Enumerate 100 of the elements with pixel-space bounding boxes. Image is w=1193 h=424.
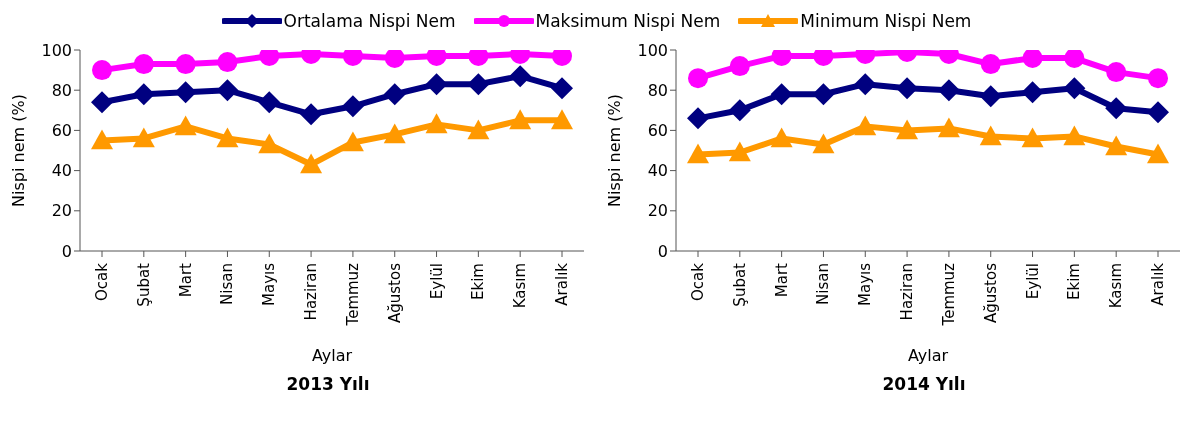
x-tick-label: Ocak [93,262,111,301]
point [217,52,238,73]
point [1148,68,1168,89]
x-tick-label: Kasım [1107,263,1126,309]
point [854,115,877,136]
point [728,141,751,162]
point [1147,101,1169,124]
legend-label: Minimum Nispi Nem [800,11,972,31]
y-tick-label: 20 [647,201,668,221]
point [979,125,1002,146]
point [812,133,835,154]
point [383,123,406,144]
point [1106,62,1127,83]
point [300,103,323,126]
x-tick-label: Temmuz [343,262,362,327]
y-tick-label: 20 [51,201,72,221]
x-tick-label: Mart [772,262,791,298]
y-axis-title: Nispi nem (%) [604,94,624,207]
point [133,54,154,75]
x-tick-label: Mayıs [856,262,875,306]
point [383,83,406,106]
x-tick-label: Şubat [134,262,153,307]
x-tick-label: Mayıs [260,262,279,306]
point [1105,97,1128,120]
point [937,79,960,102]
point [687,143,709,164]
y-tick-label: 60 [647,121,668,141]
x-tick-label: Mart [176,262,195,298]
point [1022,50,1043,69]
y-tick-label: 100 [637,40,668,60]
point [1063,77,1086,100]
point [1064,50,1085,69]
point [216,127,239,148]
point [1021,127,1044,148]
x-tick-label: Eylül [1023,263,1042,300]
text: 2013 Yılı [285,374,371,394]
x-tick-label: Ağustos [981,262,1000,323]
point [509,65,532,88]
y-tick-label: 0 [657,241,668,261]
y-axis-title: Nispi nem (%) [8,94,28,207]
x-axis-title: Aylar [311,346,353,365]
point [551,77,573,100]
point [425,113,448,134]
point [854,73,877,96]
point [91,129,113,150]
point [258,91,281,114]
y-tick-label: 40 [647,161,668,181]
x-tick-label: Nisan [814,263,833,305]
point [341,95,364,118]
x-tick-label: Haziran [898,263,917,321]
point [728,99,751,122]
point [551,109,573,130]
point [216,79,239,102]
point [467,73,490,96]
x-tick-label: Aralık [1149,262,1167,306]
point [979,85,1002,108]
y-tick-label: 60 [51,121,72,141]
point [174,115,197,136]
point [132,83,155,106]
x-tick-label: Temmuz [939,262,958,327]
point [91,91,113,114]
x-tick-label: Ekim [469,263,488,300]
point [467,119,490,140]
point [1147,143,1169,164]
x-tick-label: Ağustos [385,262,404,323]
point [812,83,835,106]
x-axis-title: Aylar [907,346,949,365]
legend-label: Maksimum Nispi Nem [535,11,721,31]
point [132,127,155,148]
point [896,77,919,100]
x-tick-label: Ocak [689,262,707,301]
x-tick-label: Ekim [1065,263,1084,300]
x-tick-label: Haziran [302,263,321,321]
legend-label: Ortalama Nispi Nem [283,11,456,31]
x-tick-label: Kasım [511,263,530,309]
point [300,153,323,174]
point [509,109,532,130]
point [174,81,197,104]
y-tick-label: 80 [647,80,668,100]
point [92,60,112,81]
point [770,83,793,106]
point [425,73,448,96]
point [729,56,750,77]
y-tick-label: 40 [51,161,72,181]
point [384,50,405,69]
text: 2014 Yılı [881,374,967,394]
y-tick-label: 100 [41,40,72,60]
point [896,119,919,140]
point [258,133,281,154]
point [688,68,708,89]
y-tick-label: 80 [51,80,72,100]
x-tick-label: Eylül [427,263,446,300]
point [175,54,196,75]
y-tick-label: 0 [61,241,72,261]
point [1105,135,1128,156]
point [1063,125,1086,146]
point [937,117,960,138]
point [1021,81,1044,104]
x-tick-label: Nisan [218,263,237,305]
point [980,54,1001,75]
